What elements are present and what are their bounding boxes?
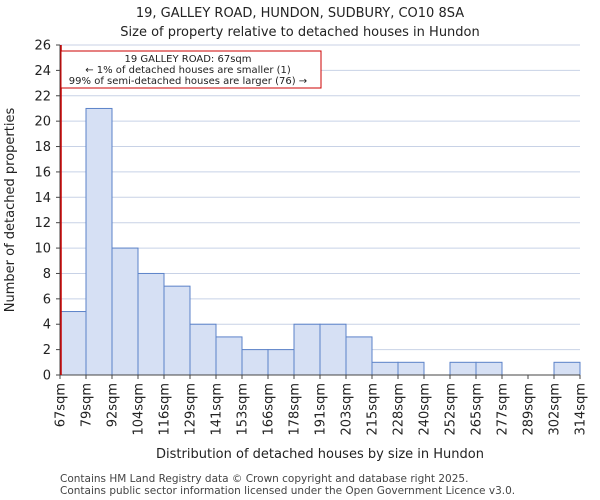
y-tick-label: 6	[43, 292, 51, 307]
bar-228sqm	[397, 361, 425, 376]
footer-line-2: Contains public sector information licen…	[60, 485, 515, 497]
bar-178sqm	[293, 323, 321, 376]
x-tick-label: 203sqm	[340, 383, 355, 436]
bar-203sqm	[345, 336, 373, 376]
bar-92sqm	[111, 247, 139, 376]
bar-302sqm	[553, 361, 581, 376]
bar-191sqm	[319, 323, 347, 376]
x-tick-label: 129sqm	[184, 383, 199, 436]
x-tick-label: 302sqm	[548, 383, 563, 436]
y-tick-label: 2	[43, 343, 51, 358]
x-tick-label: 141sqm	[210, 383, 225, 436]
x-tick-label: 314sqm	[574, 383, 589, 436]
y-tick-label: 12	[34, 216, 51, 231]
annotation-box: 19 GALLEY ROAD: 67sqm ← 1% of detached h…	[60, 50, 322, 89]
x-tick-label: 79sqm	[80, 383, 95, 427]
x-tick-label: 92sqm	[106, 383, 121, 427]
bar-252sqm	[449, 361, 477, 376]
y-tick-label: 22	[34, 89, 51, 104]
bars	[59, 107, 581, 376]
y-tick-label: 26	[34, 39, 51, 54]
x-tick-label: 289sqm	[522, 383, 537, 436]
annotation-line-3: 99% of semi-detached houses are larger (…	[69, 76, 307, 87]
y-tick-label: 24	[34, 64, 51, 79]
y-tick-label: 4	[43, 318, 51, 333]
bar-104sqm	[137, 272, 165, 376]
x-tick-label: 191sqm	[314, 383, 329, 436]
bar-166sqm	[267, 349, 295, 376]
x-tick-label: 166sqm	[262, 383, 277, 436]
x-axis-label: Distribution of detached houses by size …	[156, 447, 484, 462]
chart-subtitle: Size of property relative to detached ho…	[120, 25, 480, 40]
bar-67sqm	[59, 311, 87, 376]
annotation-line-2: ← 1% of detached houses are smaller (1)	[85, 65, 291, 76]
x-tick-label: 277sqm	[496, 383, 511, 436]
y-tick-label: 8	[43, 267, 51, 282]
bar-116sqm	[163, 285, 191, 376]
y-tick-label: 14	[34, 191, 51, 206]
x-axis-ticks: 67sqm 79sqm 92sqm 104sqm 116sqm 129sqm 141sqm 1…	[54, 375, 589, 436]
bar-153sqm	[241, 349, 269, 376]
x-tick-label: 104sqm	[132, 383, 147, 436]
annotation-line-1: 19 GALLEY ROAD: 67sqm	[125, 54, 252, 65]
x-tick-label: 116sqm	[158, 383, 173, 436]
y-tick-label: 20	[34, 115, 51, 130]
bar-215sqm	[371, 361, 399, 376]
x-tick-label: 67sqm	[54, 383, 69, 427]
annotation-frame	[60, 50, 322, 89]
bar-141sqm	[215, 336, 243, 376]
x-tick-label: 215sqm	[366, 383, 381, 436]
y-tick-label: 16	[34, 165, 51, 180]
bar-265sqm	[475, 361, 503, 376]
bar-79sqm	[85, 107, 113, 376]
x-tick-label: 178sqm	[288, 383, 303, 436]
bar-129sqm	[189, 323, 217, 376]
x-tick-label: 265sqm	[470, 383, 485, 436]
chart-title: 19, GALLEY ROAD, HUNDON, SUDBURY, CO10 8…	[136, 6, 464, 21]
x-tick-label: 240sqm	[418, 383, 433, 436]
y-tick-label: 0	[43, 369, 51, 384]
y-tick-label: 18	[34, 140, 51, 155]
x-tick-label: 252sqm	[444, 383, 459, 436]
x-tick-label: 228sqm	[392, 383, 407, 436]
y-axis-label: Number of detached properties	[3, 108, 18, 313]
y-tick-label: 10	[34, 242, 51, 257]
x-tick-label: 153sqm	[236, 383, 251, 436]
footer-line-1: Contains HM Land Registry data © Crown c…	[60, 473, 468, 485]
